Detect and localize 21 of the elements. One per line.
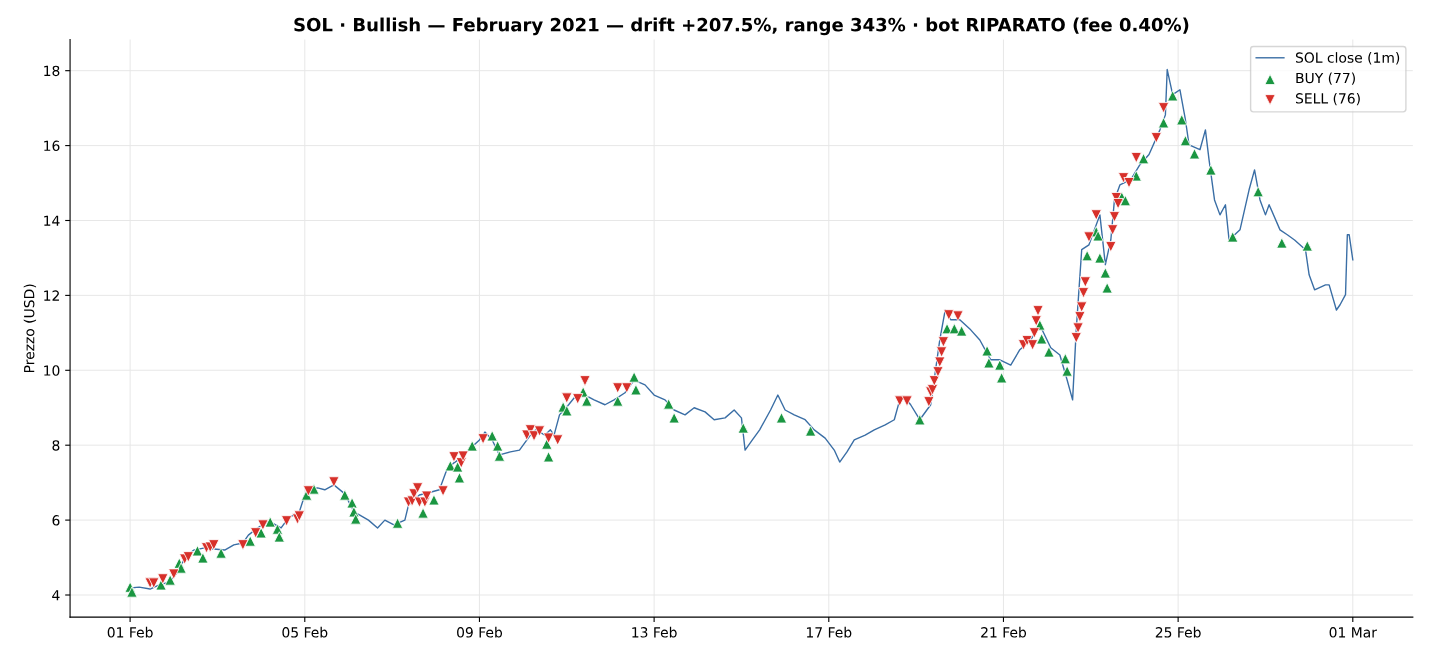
x-tick-label: 09 Feb	[457, 626, 503, 638]
x-tick-label: 21 Feb	[981, 626, 1027, 638]
x-tick-label: 01 Mar	[1329, 627, 1377, 638]
x-tick-label: 01 Feb	[107, 626, 153, 638]
y-tick-label: 14	[44, 215, 60, 226]
y-tick-label: 6	[52, 515, 60, 526]
x-tick-label: 25 Feb	[1155, 626, 1201, 638]
y-tick-label: 8	[52, 440, 60, 451]
chart-title: SOL · Bullish — February 2021 — drift +207.5%, range 343% · bot RIPARATO (fee 0.40%)	[294, 17, 1189, 36]
y-tick-label: 12	[44, 290, 59, 301]
y-tick-label: 4	[52, 590, 60, 601]
legend-label: SELL (76)	[1295, 92, 1360, 106]
x-tick-label: 17 Feb	[806, 626, 852, 638]
y-tick-label: 16	[44, 140, 60, 152]
y-tick-label: 18	[44, 65, 60, 77]
legend-label: BUY (77)	[1296, 72, 1355, 85]
x-tick-label: 05 Feb	[282, 626, 328, 638]
x-tick-label: 13 Feb	[632, 626, 677, 638]
y-axis-title: Prezzo (USD)	[23, 284, 37, 373]
y-tick-label: 10	[44, 365, 60, 376]
legend-label: SOL close (1m)	[1295, 52, 1400, 65]
